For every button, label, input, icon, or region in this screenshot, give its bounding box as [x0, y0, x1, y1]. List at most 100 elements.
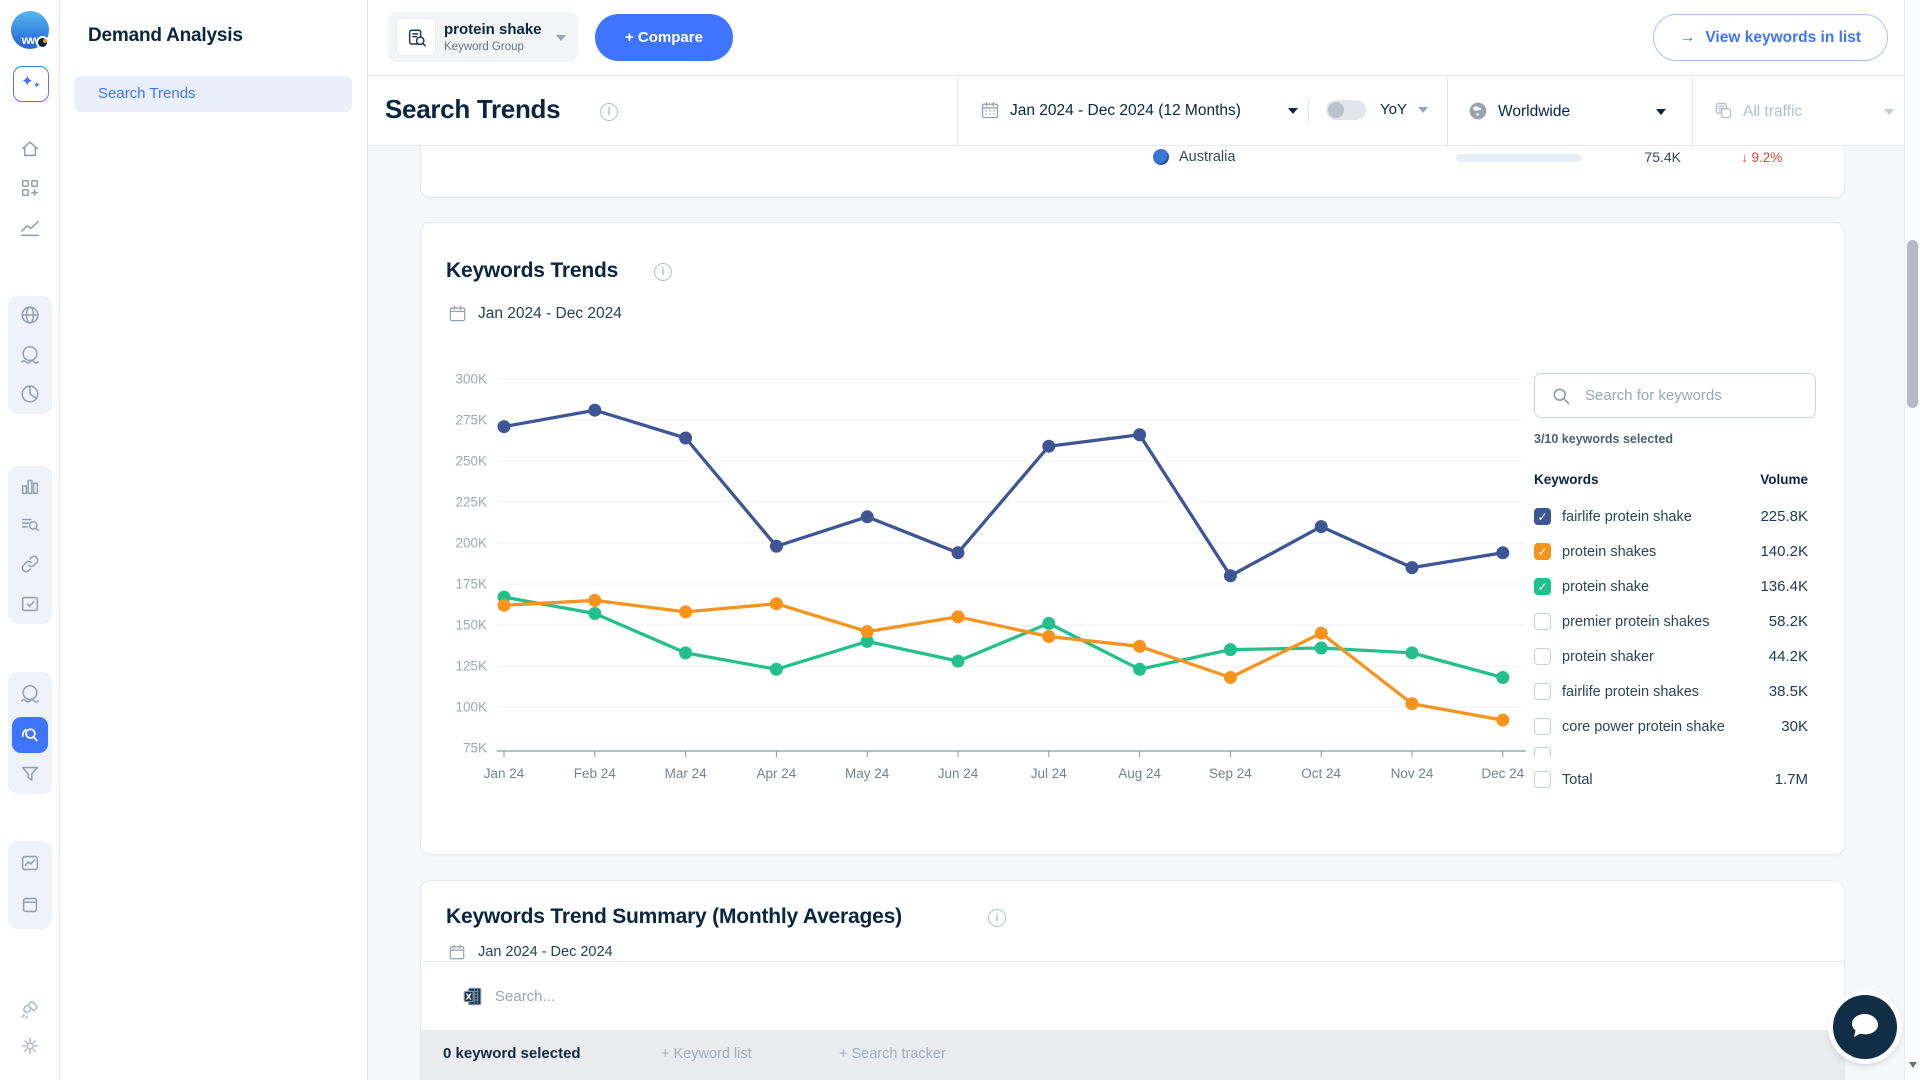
- keywords-panel: 3/10 keywords selected Keywords Volume ✓…: [1534, 373, 1816, 798]
- keyword-group-selector[interactable]: protein shake Keyword Group: [388, 12, 578, 62]
- line-chart-icon[interactable]: [19, 217, 41, 239]
- col-keywords: Keywords: [1534, 472, 1599, 487]
- keyword-label: fairlife protein shake: [1562, 509, 1692, 525]
- svg-text:Aug 24: Aug 24: [1118, 766, 1161, 781]
- keyword-label: premier protein shakes: [1562, 614, 1710, 630]
- divider: [1308, 98, 1309, 124]
- link-icon[interactable]: [19, 553, 41, 575]
- window-icon[interactable]: [19, 894, 41, 916]
- keywords-trends-card: Keywords Trends i Jan 2024 - Dec 2024 30…: [420, 222, 1845, 855]
- keyword-row[interactable]: ✓ protein shakes 140.2K: [1534, 535, 1816, 570]
- yoy-control[interactable]: YoY: [1326, 100, 1428, 125]
- total-volume: 1.7M: [1774, 771, 1808, 788]
- page-check-icon[interactable]: [19, 593, 41, 615]
- svg-text:300K: 300K: [455, 372, 487, 387]
- keyword-row[interactable]: ✓ fairlife protein shake 225.8K: [1534, 500, 1816, 535]
- svg-text:Apr 24: Apr 24: [757, 766, 797, 781]
- svg-text:Jul 24: Jul 24: [1031, 766, 1068, 781]
- keyword-row[interactable]: protein shaker 44.2K: [1534, 640, 1816, 675]
- page-scrollbar[interactable]: [1904, 0, 1920, 1080]
- calendar-icon: [980, 100, 1000, 125]
- info-icon[interactable]: i: [654, 263, 672, 281]
- compare-button[interactable]: + Compare: [595, 14, 733, 61]
- svg-text:100K: 100K: [455, 700, 487, 715]
- globe-icon[interactable]: [19, 304, 41, 326]
- add-search-tracker-button[interactable]: + Search tracker: [839, 1046, 946, 1062]
- svg-text:Oct 24: Oct 24: [1301, 766, 1341, 781]
- top-header: protein shake Keyword Group + Compare → V…: [368, 0, 1920, 76]
- keyword-row[interactable]: premier protein shakes 58.2K: [1534, 605, 1816, 640]
- svg-text:May 24: May 24: [845, 766, 890, 781]
- sidebar-item-search-trends[interactable]: Search Trends: [74, 76, 352, 112]
- unchecked-checkbox[interactable]: [1534, 718, 1551, 735]
- arrow-right-icon: →: [1679, 28, 1696, 46]
- traffic-filter[interactable]: All traffic: [1692, 76, 1920, 146]
- unchecked-checkbox[interactable]: [1534, 648, 1551, 665]
- keyword-label: protein shaker: [1562, 649, 1654, 665]
- info-icon[interactable]: i: [988, 909, 1006, 927]
- selection-footer-bar: 0 keyword selected + Keyword list + Sear…: [421, 1030, 1844, 1080]
- keyword-row[interactable]: core power protein shake 30K: [1534, 710, 1816, 745]
- scrollbar-down-arrow[interactable]: [1909, 1062, 1917, 1068]
- excel-export-icon[interactable]: [463, 987, 482, 1006]
- svg-text:Sep 24: Sep 24: [1209, 766, 1252, 781]
- similarweb-logo[interactable]: ww: [11, 11, 49, 49]
- keyword-search-box[interactable]: [1534, 373, 1816, 418]
- ai-assistant-button[interactable]: ✦ ✦: [13, 66, 49, 102]
- search-trends-active-icon[interactable]: [12, 717, 48, 753]
- keyword-volume: 30K: [1781, 718, 1808, 735]
- svg-text:Dec 24: Dec 24: [1481, 766, 1524, 781]
- web-trend-icon[interactable]: [19, 344, 41, 366]
- keyword-volume: 225.8K: [1760, 508, 1808, 525]
- total-checkbox[interactable]: [1534, 771, 1551, 788]
- view-keywords-in-list-button[interactable]: → View keywords in list: [1652, 14, 1888, 61]
- clipped-row: [1534, 745, 1816, 757]
- selected-count: 0 keyword selected: [443, 1045, 581, 1062]
- chevron-down-icon: [556, 35, 566, 41]
- keywords-trends-chart[interactable]: 300K 275K 250K 225K 200K 175K 150K 125K 100K 75K J…: [441, 346, 1551, 816]
- australia-flag-icon: [1153, 149, 1169, 165]
- sparkle-icon: ✦: [33, 80, 41, 90]
- rail-group-reports: [8, 841, 52, 929]
- checked-checkbox[interactable]: ✓: [1534, 543, 1551, 560]
- info-icon[interactable]: i: [600, 103, 618, 121]
- trend-summary-card: Keywords Trend Summary (Monthly Averages…: [420, 880, 1845, 1080]
- filter-funnel-icon[interactable]: [19, 763, 41, 785]
- keyword-row[interactable]: fairlife protein shakes 38.5K: [1534, 675, 1816, 710]
- bar-chart-icon[interactable]: [19, 475, 41, 497]
- checkbox[interactable]: [1534, 747, 1551, 757]
- web-trend-icon[interactable]: [19, 683, 41, 705]
- pie-chart-icon[interactable]: [19, 383, 41, 405]
- entity-name: protein shake: [444, 21, 542, 38]
- region-selector[interactable]: Worldwide: [1447, 76, 1692, 146]
- yoy-toggle[interactable]: [1326, 100, 1366, 120]
- keyword-research-icon[interactable]: [19, 514, 41, 536]
- chat-widget-button[interactable]: [1833, 995, 1897, 1059]
- col-volume: Volume: [1760, 472, 1808, 487]
- sidebar: Demand Analysis Search Trends: [60, 0, 368, 1080]
- table-row-australia[interactable]: Australia 75.4K ↓ 9.2%: [421, 146, 1844, 170]
- checked-checkbox[interactable]: ✓: [1534, 578, 1551, 595]
- unchecked-checkbox[interactable]: [1534, 613, 1551, 630]
- modules-grid-icon[interactable]: [19, 177, 41, 199]
- keyword-row[interactable]: ✓ protein shake 136.4K: [1534, 570, 1816, 605]
- report-chart-icon[interactable]: [19, 852, 41, 874]
- geo-card-partial: Australia 75.4K ↓ 9.2%: [420, 146, 1845, 198]
- summary-search-input[interactable]: [493, 976, 1393, 1016]
- total-row[interactable]: Total 1.7M: [1534, 763, 1816, 798]
- rocket-icon[interactable]: [19, 998, 41, 1020]
- scrollbar-thumb[interactable]: [1907, 240, 1918, 408]
- svg-text:75K: 75K: [463, 741, 487, 756]
- svg-text:Jun 24: Jun 24: [938, 766, 979, 781]
- keyword-volume: 44.2K: [1768, 648, 1808, 665]
- unchecked-checkbox[interactable]: [1534, 683, 1551, 700]
- divider: [421, 961, 1844, 962]
- checked-checkbox[interactable]: ✓: [1534, 508, 1551, 525]
- gear-icon[interactable]: [19, 1035, 41, 1057]
- chat-bubble-icon: [1852, 1014, 1878, 1037]
- calendar-icon: [448, 943, 466, 965]
- home-icon[interactable]: [19, 138, 41, 160]
- keyword-search-input[interactable]: [1583, 375, 1803, 416]
- add-keyword-list-button[interactable]: + Keyword list: [661, 1046, 752, 1062]
